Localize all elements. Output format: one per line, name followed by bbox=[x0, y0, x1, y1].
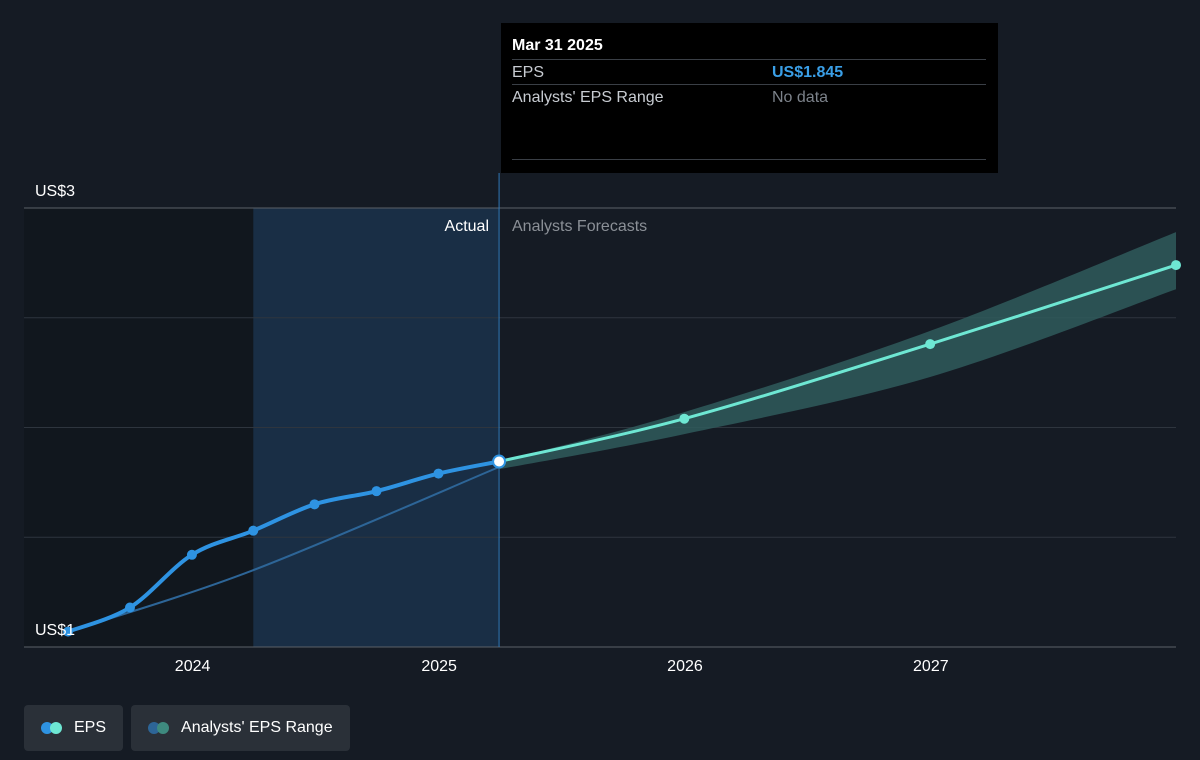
axis-ticks: US$3 US$1 2024 2025 2026 2027 bbox=[35, 183, 949, 675]
eps-point bbox=[124, 602, 135, 613]
tooltip-date: Mar 31 2025 bbox=[512, 37, 603, 54]
forecast-line bbox=[498, 263, 1177, 463]
legend-item-range[interactable]: Analysts' EPS Range bbox=[131, 705, 350, 751]
tooltip-eps-label: EPS bbox=[512, 64, 545, 81]
forecast-point bbox=[679, 413, 690, 424]
x-tick-label: 2027 bbox=[913, 658, 949, 675]
tooltip-divider bbox=[512, 159, 986, 160]
eps-point bbox=[248, 525, 259, 536]
legend-eps-label: EPS bbox=[74, 719, 107, 736]
eps-point bbox=[186, 549, 197, 560]
tooltip-range-label: Analysts' EPS Range bbox=[512, 89, 664, 106]
range-band bbox=[499, 232, 1176, 470]
tooltip-eps-value: US$1.845 bbox=[772, 64, 844, 81]
actual-label: Actual bbox=[445, 218, 489, 235]
x-tick-label: 2026 bbox=[667, 658, 703, 675]
tooltip-range-value: No data bbox=[772, 89, 829, 106]
tooltip-row-range: Analysts' EPS Range No data bbox=[512, 84, 986, 110]
eps-current-marker bbox=[492, 454, 507, 469]
y-tick-label: US$3 bbox=[35, 183, 75, 200]
range-legend-icon bbox=[148, 722, 170, 734]
eps-point bbox=[371, 486, 382, 497]
forecast-point bbox=[925, 339, 936, 350]
eps-point bbox=[433, 468, 444, 479]
eps-line bbox=[66, 459, 502, 634]
legend-range-label: Analysts' EPS Range bbox=[181, 719, 333, 736]
legend-item-eps[interactable]: EPS bbox=[24, 705, 124, 751]
eps-legend-dot-forecast bbox=[50, 722, 62, 734]
tooltip: Mar 31 2025 EPS US$1.845 Analysts' EPS R… bbox=[501, 23, 998, 173]
y-tick-label: US$1 bbox=[35, 622, 75, 639]
x-tick-label: 2024 bbox=[175, 658, 211, 675]
forecast-label: Analysts Forecasts bbox=[512, 218, 647, 235]
range-legend-dot-forecast bbox=[157, 722, 170, 734]
legend: EPS Analysts' EPS Range bbox=[24, 705, 350, 751]
eps-legend-icon bbox=[41, 722, 63, 734]
eps-point bbox=[63, 626, 73, 637]
eps-point bbox=[309, 499, 320, 510]
forecast-point bbox=[1171, 260, 1181, 271]
tooltip-row-eps: EPS US$1.845 bbox=[512, 59, 986, 85]
markers bbox=[63, 260, 1181, 637]
x-tick-label: 2025 bbox=[421, 658, 457, 675]
